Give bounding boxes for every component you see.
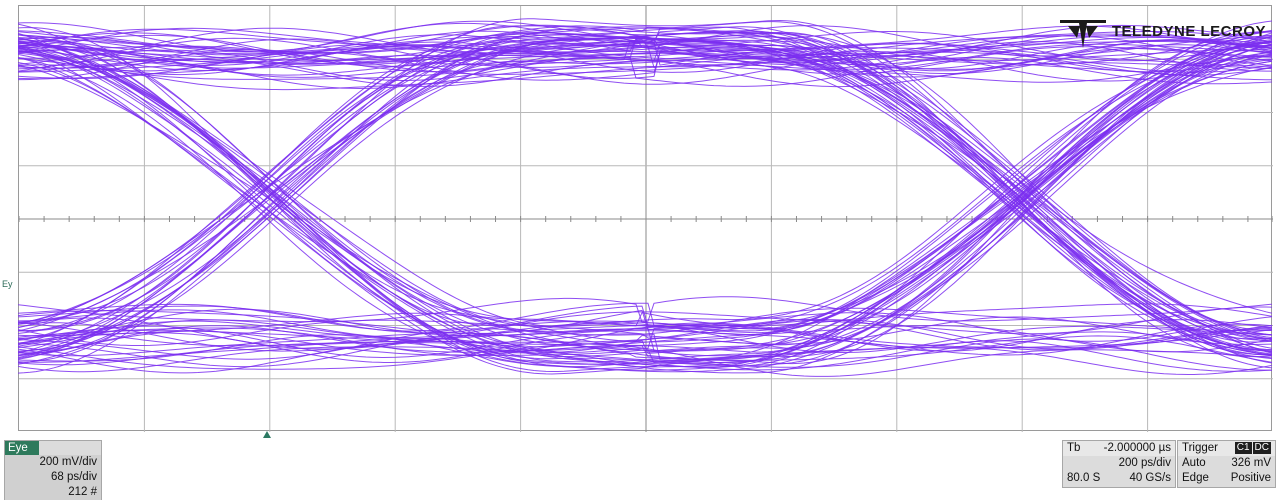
eye-trace-path [18, 60, 1272, 352]
eye-trace-path [18, 39, 1272, 331]
teledyne-logo: TELEDYNE LECROY [1059, 14, 1266, 48]
logo-brand-text: TELEDYNE LECROY [1111, 22, 1266, 40]
eye-trace-path [18, 45, 1272, 343]
eye-trace-path [18, 41, 1272, 364]
trigger-label: Trigger [1182, 442, 1218, 454]
trigger-panel[interactable]: Trigger C1 DC Auto 326 mV Edge Positive [1177, 440, 1276, 488]
trigger-type: Edge [1182, 472, 1209, 484]
eye-vertical-scale: 200 mV/div [5, 455, 101, 470]
eye-trace-path [18, 41, 1272, 374]
eye-trace-path [18, 46, 1272, 346]
trigger-level: 326 mV [1231, 457, 1271, 469]
trigger-source-badge: C1 [1234, 442, 1252, 454]
eye-trace-path [18, 41, 1272, 365]
eye-trace-path [18, 44, 1272, 346]
eye-trace-path [18, 306, 1272, 338]
eye-trace-path [18, 37, 1272, 356]
eye-trace-path [18, 56, 1272, 356]
eye-panel-title: Eye [5, 441, 39, 455]
trigger-position-marker[interactable] [263, 431, 271, 438]
eye-trace-path [18, 45, 1272, 372]
eye-trace-path [18, 64, 1272, 353]
eye-trace-path [18, 26, 1272, 336]
eye-trace-path [18, 57, 1272, 88]
eye-horizontal-scale: 68 ps/div [5, 470, 101, 485]
eye-trace-path [18, 39, 1272, 324]
eye-trace-path [18, 48, 1272, 340]
eye-trace-path [18, 34, 1272, 357]
eye-trace-path [18, 51, 1272, 343]
teledyne-logo-icon [1059, 20, 1106, 48]
eye-trace-path [18, 50, 1272, 327]
eye-trace-path [18, 46, 1272, 332]
timebase-samples: 80.0 S [1067, 472, 1101, 484]
trigger-mode: Auto [1182, 457, 1206, 469]
eye-trace-path [18, 29, 1272, 360]
eye-trace-path [18, 44, 1272, 332]
eye-trace-path [18, 48, 1272, 368]
eye-trace-path [18, 49, 1272, 340]
eye-trace-path [18, 53, 1272, 373]
eye-trace-path [18, 30, 1272, 356]
eye-trace-path [18, 30, 1272, 339]
trigger-slope: Positive [1230, 472, 1271, 484]
timebase-label: Tb [1067, 442, 1081, 454]
eye-trace-path [18, 334, 1272, 368]
eye-trace-path [18, 39, 1272, 352]
eye-trace-path [18, 26, 1272, 354]
eye-trace-path [18, 55, 1272, 351]
eye-trace-path [18, 34, 1272, 66]
eye-trace-path [18, 20, 1272, 341]
eye-trace-path [18, 49, 1272, 353]
eye-trace-path [18, 25, 1272, 342]
eye-trace-path [18, 57, 1272, 353]
eye-trace-path [18, 56, 1272, 354]
eye-trace-path [18, 32, 1272, 364]
eye-trace-path [18, 40, 1272, 336]
eye-sweep-count: 212 # [5, 485, 101, 500]
eye-trace-path [18, 343, 1272, 377]
eye-trace-path [18, 31, 1272, 330]
eye-trace-path [18, 62, 1272, 358]
channel-label[interactable]: Ey [2, 279, 13, 289]
eye-trace-path [18, 323, 1272, 359]
timebase-time-per-div: 200 ps/div [1118, 457, 1171, 469]
eye-trace-path [18, 42, 1272, 75]
timebase-sample-rate: 40 GS/s [1129, 472, 1171, 484]
eye-trace-path [18, 26, 1272, 354]
eye-trace-path [18, 22, 1272, 57]
timebase-panel[interactable]: Tb -2.000000 µs 200 ps/div 80.0 S 40 GS/… [1062, 440, 1176, 488]
eye-trace-path [18, 31, 1272, 330]
eye-trace-path [18, 39, 1272, 356]
eye-descriptor-panel[interactable]: Eye 200 mV/div 68 ps/div 212 # [4, 440, 102, 500]
eye-trace-path [18, 22, 1272, 56]
eye-trace-path [18, 32, 1272, 336]
eye-trace-path [18, 43, 1272, 334]
eye-trace-path [18, 20, 1272, 353]
eye-trace-path [18, 46, 1272, 78]
trigger-coupling-badge: DC [1252, 442, 1271, 454]
timebase-delay: -2.000000 µs [1103, 442, 1171, 454]
eye-trace-path [18, 321, 1272, 353]
eye-trace-path [18, 50, 1272, 348]
eye-trace-path [18, 36, 1272, 334]
eye-trace-path [18, 318, 1272, 351]
eye-trace-path [18, 38, 1272, 352]
eye-diagram-trace [18, 18, 1272, 377]
eye-trace-path [18, 38, 1272, 358]
eye-trace-path [18, 44, 1272, 369]
eye-trace-path [18, 308, 1272, 342]
eye-trace-path [18, 59, 1272, 352]
